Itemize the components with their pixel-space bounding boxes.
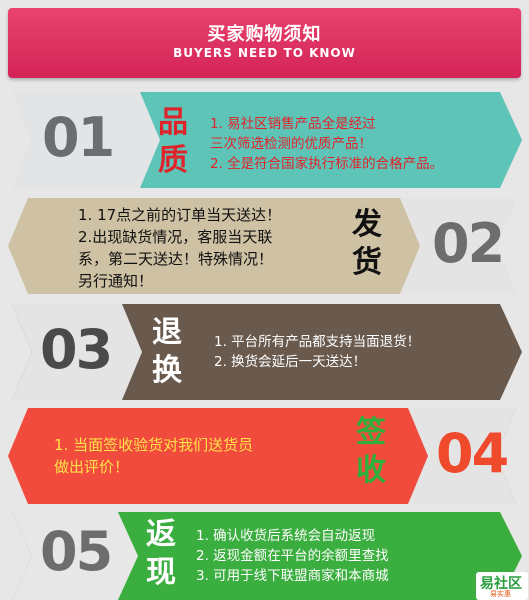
section-number: 03 [40, 318, 113, 381]
section-heading: 发货 [352, 207, 382, 280]
section-signoff: 1. 当面签收验货对我们送货员 做出评价！ 签收 04 [0, 404, 529, 508]
section-quality: 01 品质 1. 易社区销售产品全是经过 三次筛选检测的优质产品！ 2. 全是符… [0, 88, 529, 192]
section-text: 1. 平台所有产品都支持当面退货！ 2. 换货会延后一天送达！ [214, 334, 421, 370]
section-heading: 签收 [356, 415, 386, 488]
logo-name: 易社区 [480, 576, 522, 592]
section-quality-shape [12, 92, 522, 188]
page-subtitle: BUYERS NEED TO KNOW [173, 46, 356, 60]
section-cashback-shape [12, 512, 522, 600]
section-cashback: 05 返现 1. 确认收货后系统会自动返现 2. 返现金额在平台的余额里查找 3… [0, 508, 529, 600]
section-text: 1. 当面签收验货对我们送货员 做出评价！ [54, 436, 254, 476]
section-return: 03 退换 1. 平台所有产品都支持当面退货！ 2. 换货会延后一天送达！ [0, 300, 529, 404]
section-number: 02 [432, 212, 505, 275]
logo-tagline: 易实惠 [490, 590, 511, 598]
section-heading: 品质 [158, 105, 188, 178]
section-number: 05 [40, 520, 113, 583]
section-text: 1. 17点之前的订单当天送达！ 2.出现缺货情况，客服当天联 系，第二天送达！… [78, 206, 282, 290]
section-number: 04 [436, 422, 509, 485]
brand-logo: 易社区 易实惠 [476, 572, 528, 600]
header-banner: 买家购物须知 BUYERS NEED TO KNOW [8, 8, 521, 78]
section-delivery-shape [8, 198, 516, 294]
section-delivery: 1. 17点之前的订单当天送达！ 2.出现缺货情况，客服当天联 系，第二天送达！… [0, 194, 529, 298]
section-heading: 返现 [146, 517, 176, 590]
section-text: 1. 易社区销售产品全是经过 三次筛选检测的优质产品！ 2. 全是符合国家执行标… [210, 116, 444, 172]
section-number: 01 [42, 106, 115, 169]
page-title: 买家购物须知 [207, 24, 322, 45]
section-signoff-shape [8, 408, 516, 504]
section-heading: 退换 [152, 315, 182, 388]
section-return-shape [12, 304, 522, 400]
section-text: 1. 确认收货后系统会自动返现 2. 返现金额在平台的余额里查找 3. 可用于线… [196, 528, 389, 584]
